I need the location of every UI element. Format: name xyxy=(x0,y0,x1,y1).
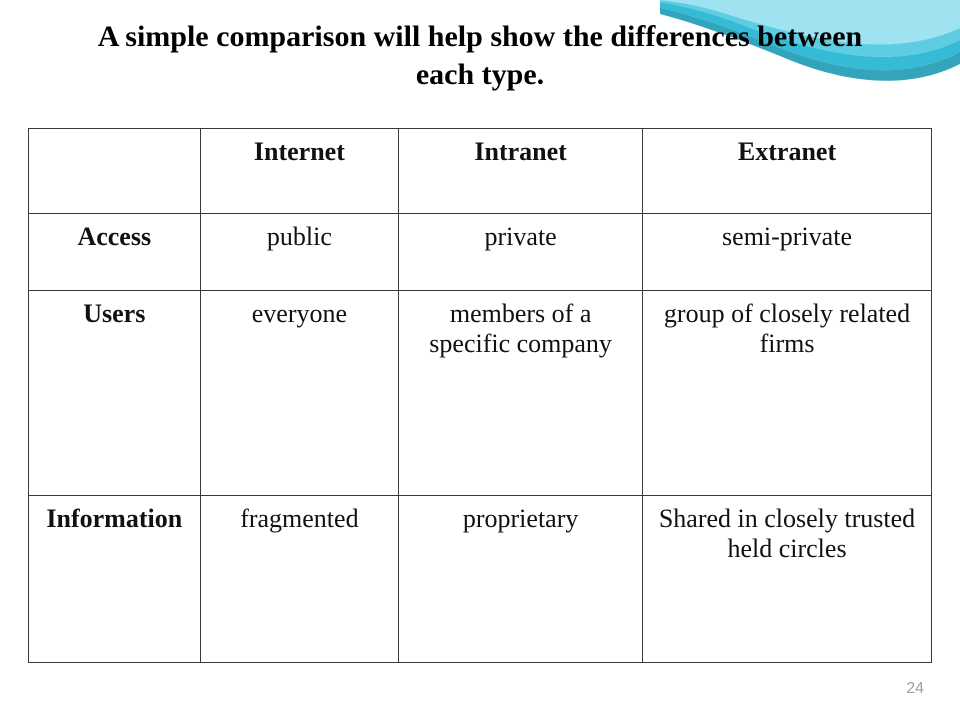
cell-access-intranet: private xyxy=(399,214,643,291)
table-header-row: Internet Intranet Extranet xyxy=(29,129,932,214)
cell-info-intranet: proprietary xyxy=(399,496,643,663)
slide-title: A simple comparison will help show the d… xyxy=(0,18,960,93)
cell-info-internet: fragmented xyxy=(200,496,399,663)
cell-access-extranet: semi-private xyxy=(643,214,932,291)
comparison-table: Internet Intranet Extranet Access public… xyxy=(28,128,932,663)
cell-users-extranet: group of closely related firms xyxy=(643,291,932,496)
cell-users-intranet: members of a specific company xyxy=(399,291,643,496)
row-label-users: Users xyxy=(29,291,201,496)
header-internet: Internet xyxy=(200,129,399,214)
header-blank xyxy=(29,129,201,214)
cell-access-internet: public xyxy=(200,214,399,291)
page-number: 24 xyxy=(906,680,924,698)
table-row: Users everyone members of a specific com… xyxy=(29,291,932,496)
row-label-information: Information xyxy=(29,496,201,663)
header-extranet: Extranet xyxy=(643,129,932,214)
cell-info-extranet: Shared in closely trusted held circles xyxy=(643,496,932,663)
header-intranet: Intranet xyxy=(399,129,643,214)
table-row: Access public private semi-private xyxy=(29,214,932,291)
comparison-table-wrap: Internet Intranet Extranet Access public… xyxy=(28,128,932,663)
row-label-access: Access xyxy=(29,214,201,291)
table-row: Information fragmented proprietary Share… xyxy=(29,496,932,663)
cell-users-internet: everyone xyxy=(200,291,399,496)
slide: A simple comparison will help show the d… xyxy=(0,0,960,720)
